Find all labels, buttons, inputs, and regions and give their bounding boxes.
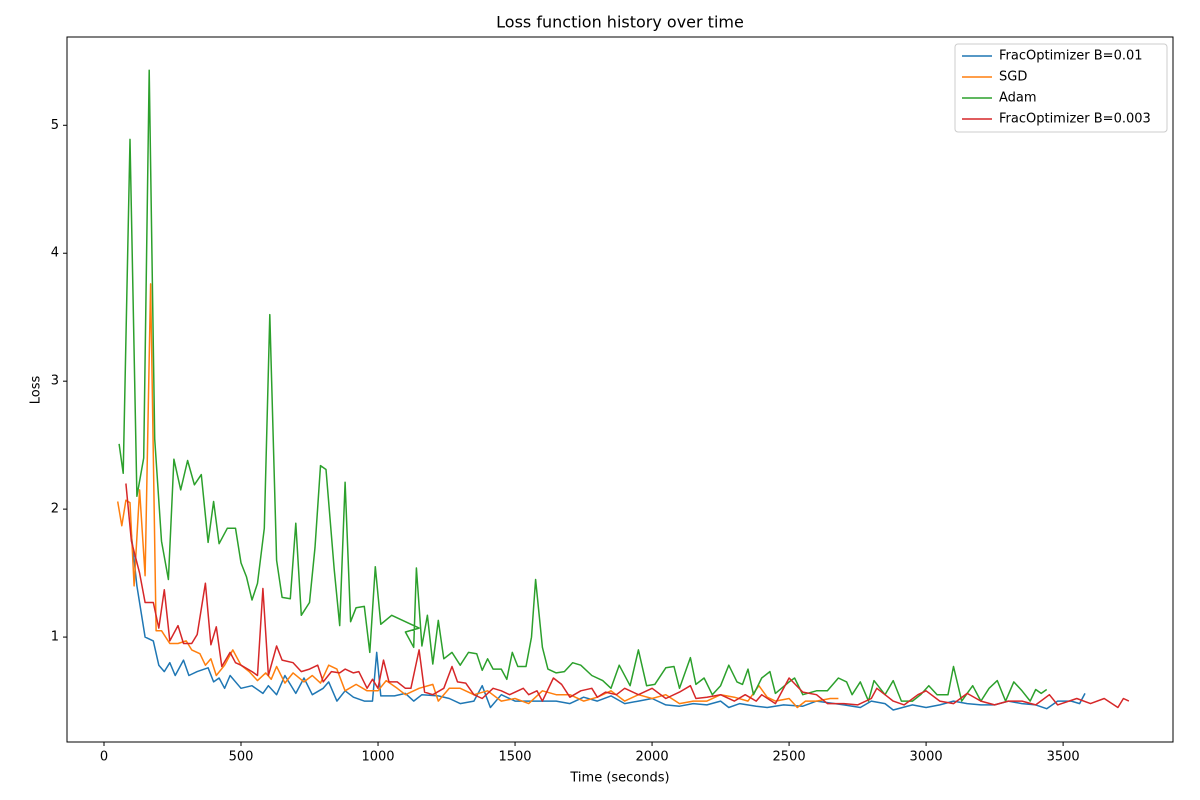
x-tick-label: 2500 (773, 750, 806, 765)
x-tick-label: 1000 (361, 750, 394, 765)
x-tick-label: 3500 (1047, 750, 1080, 765)
series-line (125, 483, 1130, 709)
series-line (118, 69, 1048, 702)
legend-label: FracOptimizer B=0.003 (999, 112, 1151, 127)
x-tick-label: 500 (229, 750, 254, 765)
y-tick-label: 3 (51, 374, 59, 389)
x-tick-label: 0 (100, 750, 108, 765)
legend-label: Adam (999, 91, 1037, 106)
y-tick-label: 4 (51, 246, 59, 261)
legend-label: FracOptimizer B=0.01 (999, 49, 1143, 64)
x-tick-label: 1500 (498, 750, 531, 765)
legend-label: SGD (999, 70, 1027, 85)
x-tick-label: 2000 (636, 750, 669, 765)
series-line (116, 283, 839, 709)
y-axis-label: Loss (29, 376, 44, 405)
plot-frame (66, 36, 1174, 743)
x-axis-label: Time (seconds) (569, 771, 669, 786)
series-line (130, 534, 1086, 711)
y-tick-label: 1 (51, 630, 59, 645)
y-tick-label: 5 (51, 118, 59, 133)
x-tick-label: 3000 (910, 750, 943, 765)
y-tick-label: 2 (51, 502, 59, 517)
legend-box (954, 43, 1168, 133)
chart-title: Loss function history over time (496, 13, 744, 32)
